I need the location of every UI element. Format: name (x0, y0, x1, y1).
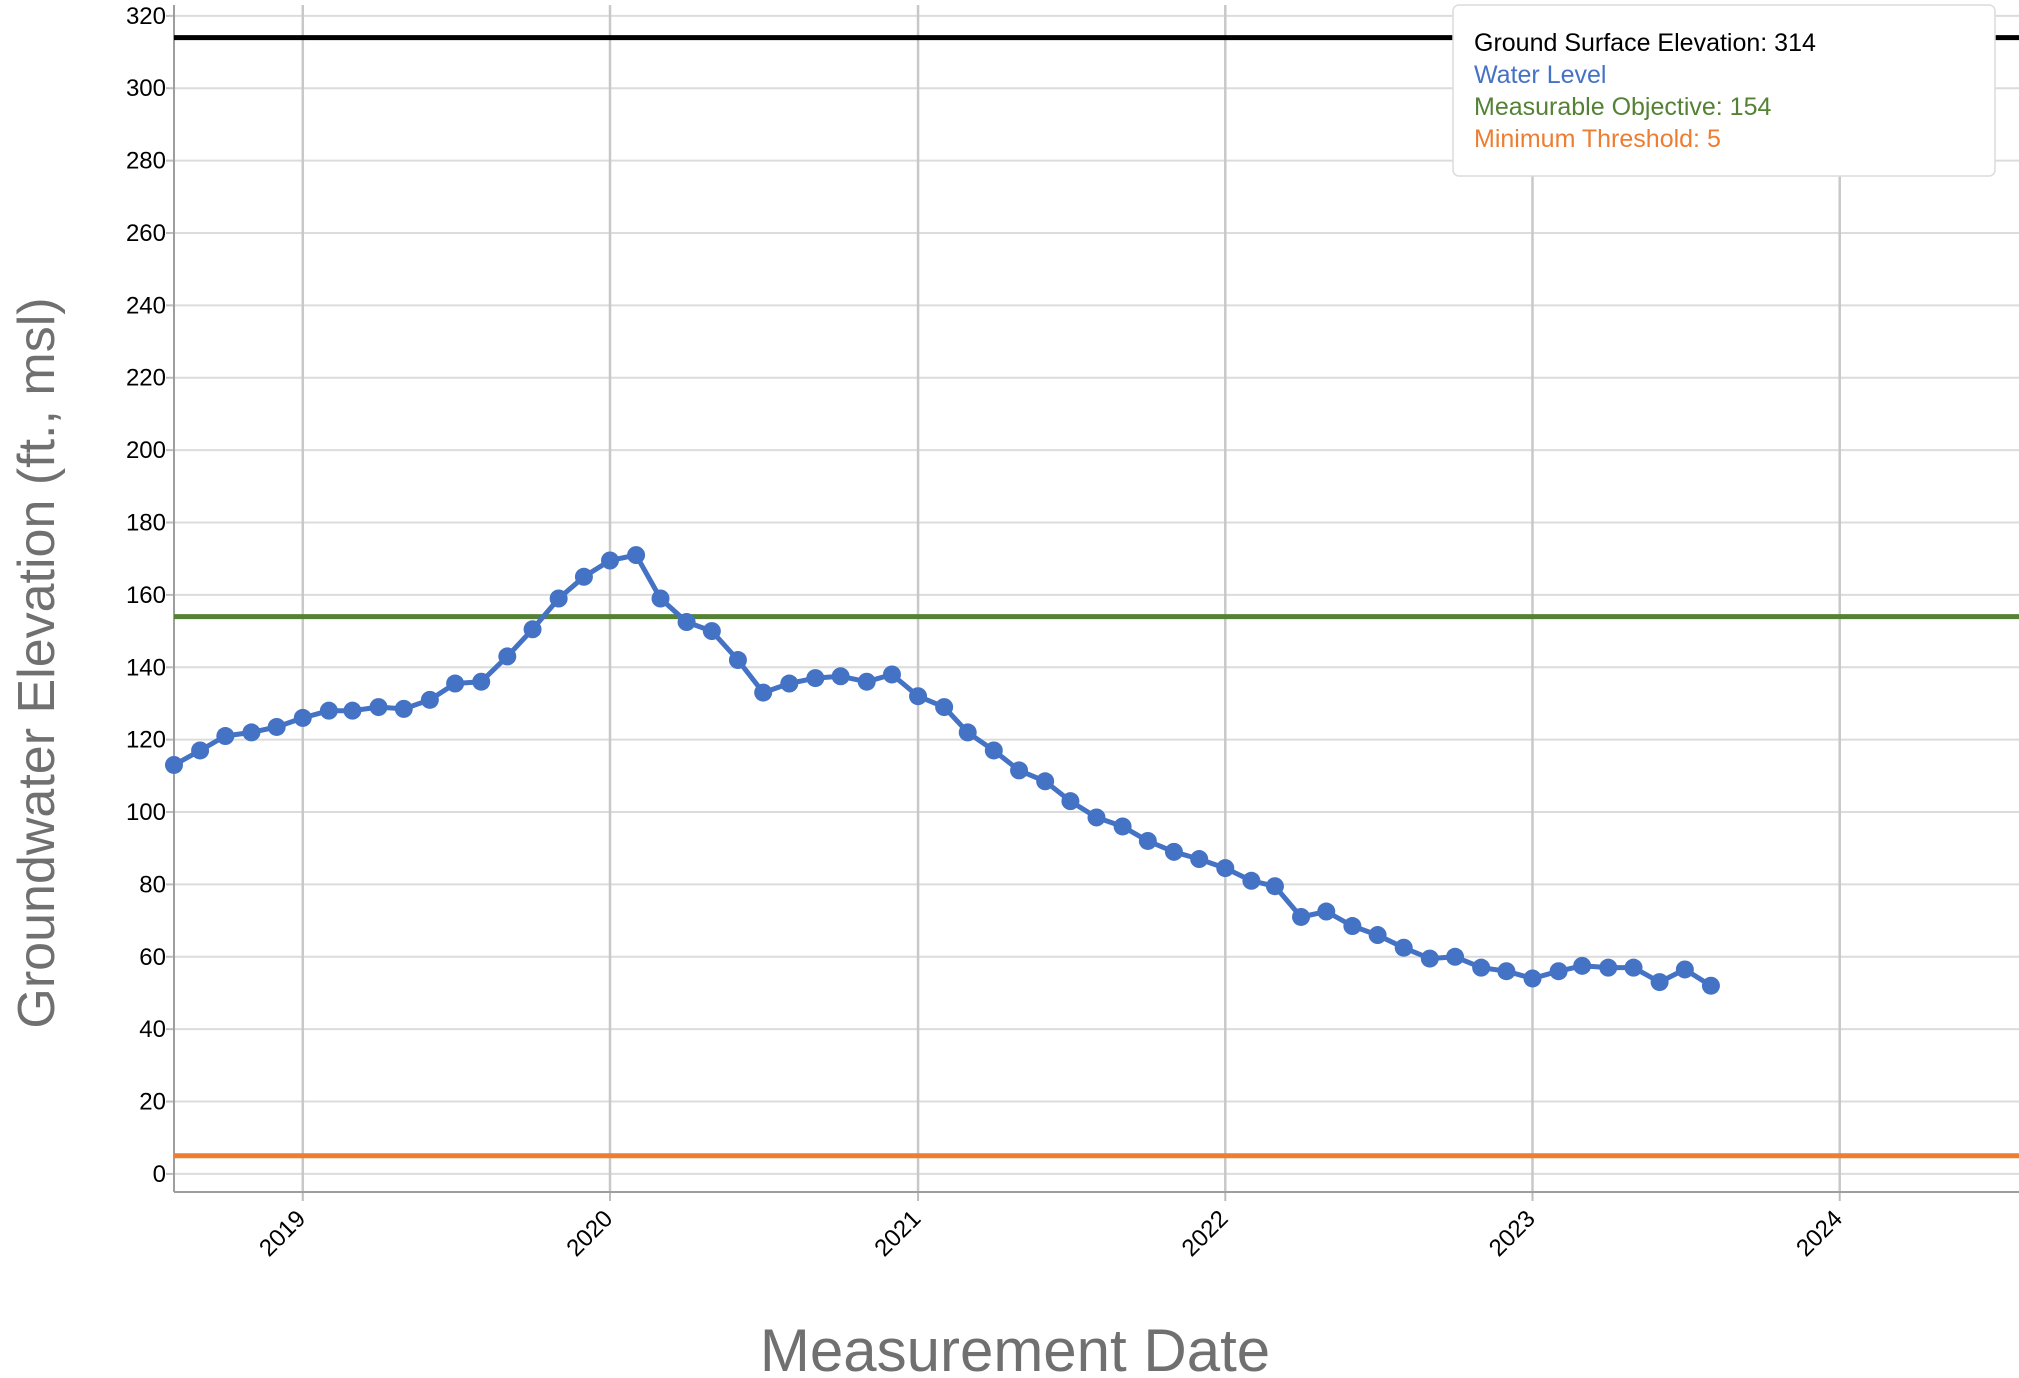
legend-item-minimum-threshold: Minimum Threshold: 5 (1474, 125, 1721, 153)
water-level-point (1497, 962, 1516, 981)
water-level-point (1675, 960, 1694, 979)
water-level-point (857, 672, 876, 691)
y-tick-label: 280 (126, 148, 166, 175)
water-level-point (702, 622, 721, 641)
water-level-point (446, 674, 465, 693)
water-level-point (343, 701, 362, 720)
water-level-point (1420, 949, 1439, 968)
water-level-point (191, 741, 210, 760)
legend-item-ground-surface: Ground Surface Elevation: 314 (1474, 29, 1816, 57)
water-level-point (1087, 808, 1106, 827)
water-level-point (394, 699, 413, 718)
y-tick-label: 120 (126, 727, 166, 754)
water-level-point (1010, 761, 1029, 780)
water-level-point (935, 698, 954, 717)
y-tick-label: 300 (126, 75, 166, 102)
y-tick-label: 160 (126, 582, 166, 609)
y-tick-label: 200 (126, 437, 166, 464)
water-level-point (165, 755, 183, 774)
water-level-point (909, 687, 928, 706)
y-tick-label: 80 (139, 871, 166, 898)
water-level-point (1061, 792, 1080, 811)
water-level-point (1573, 956, 1592, 975)
y-tick-label: 220 (126, 365, 166, 392)
water-level-point (627, 546, 646, 565)
water-level-point (1138, 831, 1157, 850)
water-level-point (267, 717, 286, 736)
water-level-point (1317, 902, 1336, 921)
water-level-point (319, 701, 338, 720)
water-level-point (754, 683, 773, 702)
x-tick-label: 2023 (1484, 1205, 1541, 1262)
water-level-point (420, 690, 439, 709)
water-level-point (958, 723, 977, 742)
legend-item-water-level: Water Level (1474, 61, 1606, 89)
y-tick-label: 0 (153, 1161, 166, 1188)
water-level-point (831, 667, 850, 686)
water-level-point (1701, 976, 1720, 995)
legend-box (1452, 4, 1996, 177)
water-level-point (523, 620, 542, 639)
axes (166, 5, 2019, 1201)
water-level-point (293, 708, 312, 727)
x-tick-label: 2024 (1791, 1205, 1848, 1262)
water-level-point (1446, 947, 1465, 966)
water-level-point (242, 723, 261, 742)
water-level-point (1624, 958, 1643, 977)
water-level-point (780, 674, 799, 693)
water-level-point (216, 727, 235, 746)
water-level-point (1394, 938, 1413, 957)
reference-lines (174, 35, 2019, 1159)
water-level-point (1599, 958, 1618, 977)
water-level-point (472, 672, 491, 691)
legend: Ground Surface Elevation: 314 Water Leve… (1452, 4, 1996, 177)
water-level-point (1650, 973, 1669, 992)
x-tick-label: 2019 (254, 1205, 311, 1262)
water-level-point (1113, 817, 1132, 836)
y-tick-label: 140 (126, 654, 166, 681)
water-level-point (1036, 772, 1055, 791)
water-level-point (1523, 969, 1542, 988)
water-level-line (172, 552, 1713, 988)
y-axis-title: Groundwater Elevation (ft., msl) (8, 297, 66, 1028)
tick-labels: 0 20 40 60 80 100 120 140 160 180 200 220 240 260 280 3… (126, 3, 1848, 1262)
x-axis-title: Measurement Date (760, 1317, 1270, 1378)
water-level-point (1472, 958, 1491, 977)
water-level-point (728, 651, 747, 670)
series-layer (165, 546, 1720, 995)
y-tick-label: 20 (139, 1089, 166, 1116)
x-tick-label: 2022 (1177, 1205, 1234, 1262)
legend-item-measurable-objective: Measurable Objective: 154 (1474, 93, 1771, 121)
water-level-point (1190, 850, 1209, 869)
x-tick-label: 2020 (561, 1205, 618, 1262)
y-tick-label: 320 (126, 3, 166, 30)
x-tick-label: 2021 (869, 1205, 926, 1262)
water-level-point (498, 647, 517, 666)
water-level-point (574, 567, 593, 586)
water-level-point (1292, 907, 1311, 926)
water-level-point (1216, 859, 1235, 878)
water-level-point (600, 551, 619, 570)
water-level-point (1368, 926, 1387, 945)
water-level-point (677, 613, 696, 632)
water-level-point (1549, 962, 1568, 981)
y-tick-label: 260 (126, 220, 166, 247)
water-level-point (882, 665, 901, 684)
y-tick-label: 100 (126, 799, 166, 826)
y-tick-label: 240 (126, 292, 166, 319)
water-level-point (806, 669, 825, 688)
water-level-point (1265, 877, 1284, 896)
grid (174, 5, 2019, 1192)
water-level-point (1164, 842, 1183, 861)
water-level-point (1242, 871, 1261, 890)
water-level-point (651, 589, 670, 608)
water-level-point (1343, 917, 1362, 936)
water-level-point (369, 698, 388, 717)
water-level-point (549, 589, 568, 608)
y-tick-label: 60 (139, 944, 166, 971)
y-tick-label: 40 (139, 1016, 166, 1043)
y-tick-label: 180 (126, 510, 166, 537)
water-level-point (984, 741, 1003, 760)
